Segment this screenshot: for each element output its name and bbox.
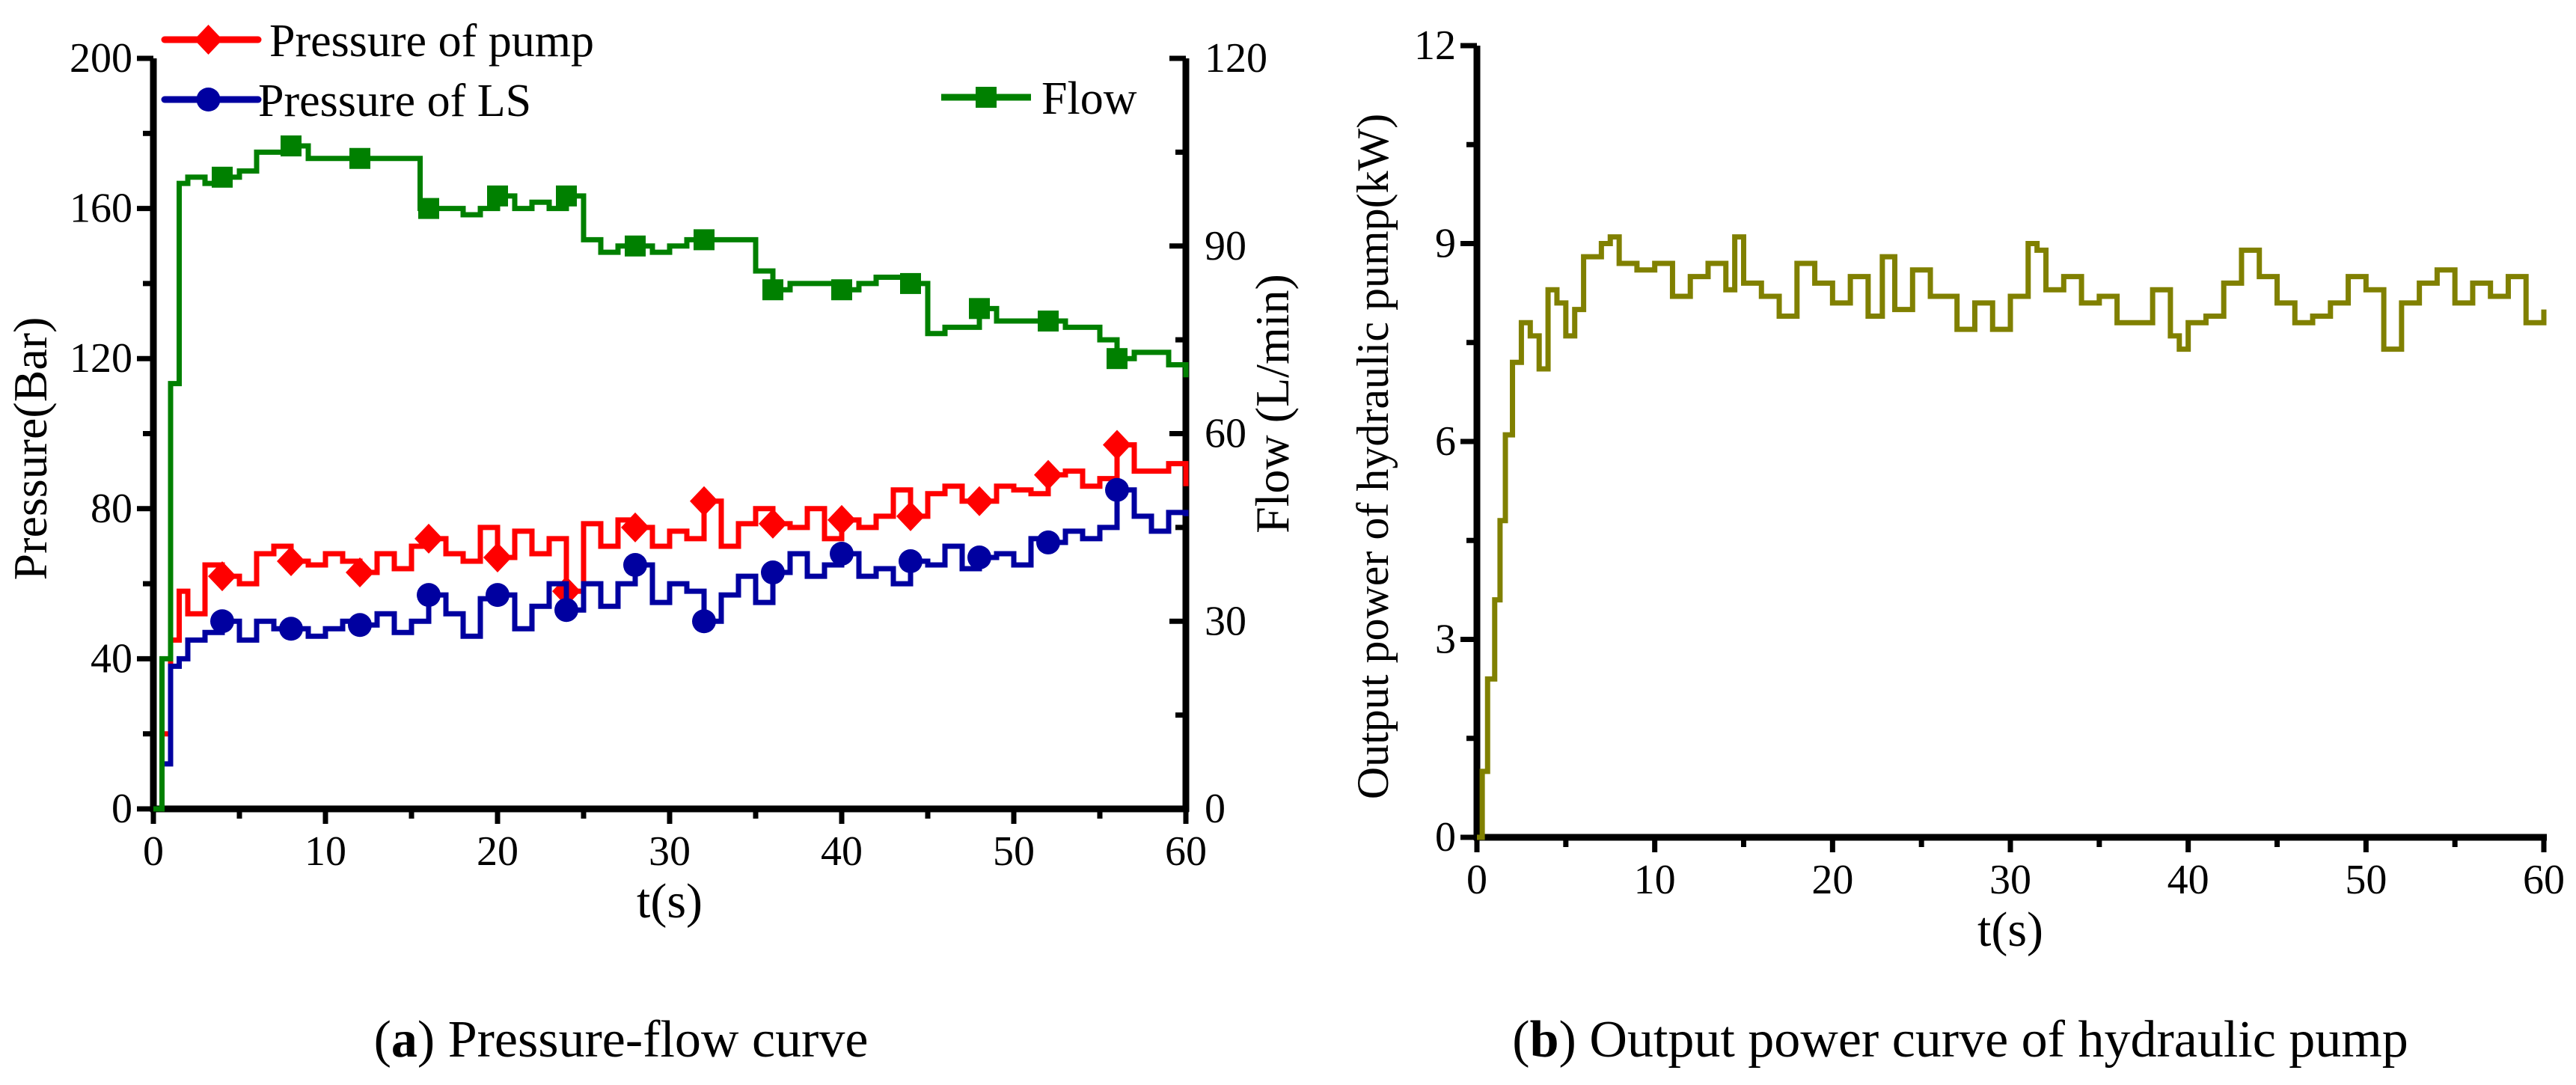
series-pressure-of-ls-marker bbox=[417, 583, 441, 608]
series-pressure-of-ls-marker bbox=[761, 560, 785, 585]
series-pressure-of-pump-marker bbox=[483, 542, 512, 572]
series-pressure-of-pump-marker bbox=[690, 486, 718, 516]
chart-a-y-tick-label: 200 bbox=[70, 35, 132, 82]
series-pressure-of-ls-marker bbox=[967, 545, 991, 569]
series-flow-marker bbox=[900, 272, 921, 294]
chart-b-x-tick-label: 50 bbox=[2345, 857, 2387, 903]
caption-a: (a) Pressure-flow curve bbox=[373, 1011, 869, 1069]
series-pressure-of-pump-marker bbox=[827, 504, 856, 535]
legend-pressure-of-ls-label: Pressure of LS bbox=[258, 76, 531, 126]
series-pressure-of-pump-marker bbox=[965, 486, 994, 516]
series-flow-marker bbox=[762, 279, 783, 301]
series-pressure-of-ls-marker bbox=[486, 583, 510, 608]
chart-b-x-tick-label: 60 bbox=[2523, 857, 2565, 903]
chart-b-x-axis-label: t(s) bbox=[1977, 902, 2043, 957]
series-pressure-of-ls-marker bbox=[554, 598, 578, 623]
chart-b-y-tick-label: 9 bbox=[1435, 221, 1456, 267]
series-pressure-of-pump-marker bbox=[896, 501, 925, 531]
series-pressure-of-pump-marker bbox=[1103, 430, 1131, 460]
series-flow-marker bbox=[625, 235, 646, 257]
chart-b-y-tick-label: 3 bbox=[1435, 617, 1456, 663]
chart-a-y2-tick-label: 0 bbox=[1205, 786, 1226, 832]
series-pressure-of-ls-marker bbox=[1105, 477, 1129, 502]
legend-pressure-of-pump-label: Pressure of pump bbox=[269, 16, 594, 67]
chart-b-y-tick-label: 12 bbox=[1414, 22, 1456, 69]
series-flow-line bbox=[153, 143, 1189, 812]
chart-a-x-tick-label: 30 bbox=[649, 828, 691, 875]
legend-pressure-of-pump-marker bbox=[194, 25, 223, 55]
chart-b-x-tick-label: 20 bbox=[1811, 857, 1853, 903]
chart-a-x-tick-label: 10 bbox=[305, 828, 346, 875]
series-pressure-of-ls-marker bbox=[1036, 530, 1060, 554]
series-pressure-of-pump-marker bbox=[414, 523, 443, 554]
chart-a-x-axis-label: t(s) bbox=[637, 874, 703, 929]
legend-pressure-of-ls-marker bbox=[196, 88, 221, 111]
series-pressure-of-ls-marker bbox=[830, 541, 854, 566]
series-flow-marker bbox=[212, 166, 233, 188]
caption-a-letter: a bbox=[391, 1011, 417, 1069]
chart-b-y-tick-label: 6 bbox=[1435, 418, 1456, 465]
series-pressure-of-ls-marker bbox=[899, 549, 923, 574]
chart-a-y2-tick-label: 60 bbox=[1205, 411, 1246, 457]
series-pressure-of-ls-marker bbox=[692, 609, 716, 634]
chart-a-y-tick-label: 40 bbox=[91, 635, 132, 682]
series-flow-marker bbox=[556, 185, 577, 207]
series-pressure-of-ls-line bbox=[153, 487, 1189, 812]
series-pressure-of-ls-marker bbox=[210, 609, 234, 634]
chart-a-y2-axis-label: Flow (L/min) bbox=[1246, 274, 1299, 534]
series-pressure-of-pump-marker bbox=[346, 557, 374, 588]
caption-b-letter: b bbox=[1529, 1011, 1559, 1069]
chart-a-y-tick-label: 0 bbox=[111, 786, 132, 832]
series-flow-marker bbox=[969, 298, 990, 320]
series-pressure-of-pump-marker bbox=[277, 546, 305, 577]
series-flow-marker bbox=[418, 198, 439, 219]
series-pressure-of-pump-marker bbox=[759, 508, 787, 539]
chart-b-x-tick-label: 30 bbox=[1989, 857, 2031, 903]
chart-a-y-tick-label: 80 bbox=[91, 486, 132, 532]
chart-a-x-tick-label: 0 bbox=[143, 828, 164, 875]
chart-a-y-tick-label: 120 bbox=[70, 335, 132, 382]
chart-a-x-tick-label: 50 bbox=[993, 828, 1035, 875]
chart-a-y-axis-label: Pressure(Bar) bbox=[4, 317, 57, 581]
series-pressure-of-pump-marker bbox=[621, 512, 649, 542]
chart-a-x-tick-label: 60 bbox=[1165, 828, 1207, 875]
chart-a-y2-tick-label: 120 bbox=[1205, 35, 1267, 82]
chart-b-x-tick-label: 0 bbox=[1466, 857, 1487, 903]
chart-b-x-tick-label: 10 bbox=[1634, 857, 1676, 903]
series-flow-marker bbox=[1107, 348, 1128, 370]
series-output-power-line bbox=[1477, 234, 2547, 840]
legend-flow-marker bbox=[976, 87, 997, 108]
series-flow-marker bbox=[349, 147, 370, 169]
chart-a-y2-tick-label: 30 bbox=[1205, 598, 1246, 644]
chart-b-y-tick-label: 0 bbox=[1435, 814, 1456, 861]
series-flow-marker bbox=[1038, 311, 1059, 332]
caption-b: (b) Output power curve of hydraulic pump bbox=[1512, 1011, 2408, 1069]
series-flow-marker bbox=[831, 279, 852, 301]
series-pressure-of-ls-marker bbox=[348, 613, 372, 638]
series-pressure-of-ls-marker bbox=[279, 617, 303, 641]
series-flow-marker bbox=[694, 229, 715, 251]
caption-a-text: Pressure-flow curve bbox=[435, 1011, 869, 1069]
series-flow-marker bbox=[281, 135, 302, 157]
chart-b-x-tick-label: 40 bbox=[2167, 857, 2209, 903]
series-flow-marker bbox=[487, 185, 508, 207]
chart-a-x-tick-label: 20 bbox=[477, 828, 518, 875]
legend-flow-label: Flow bbox=[1041, 73, 1137, 124]
series-pressure-of-pump-marker bbox=[208, 561, 236, 592]
chart-a-x-tick-label: 40 bbox=[821, 828, 863, 875]
chart-a-y-tick-label: 160 bbox=[70, 186, 132, 232]
chart-a-y2-tick-label: 90 bbox=[1205, 223, 1246, 269]
series-pressure-of-pump-marker bbox=[1034, 459, 1062, 490]
series-pressure-of-ls-marker bbox=[623, 553, 647, 578]
caption-b-text: Output power curve of hydraulic pump bbox=[1576, 1011, 2408, 1069]
chart-b-y-axis-label: Output power of hydraulic pump(kW) bbox=[1348, 114, 1398, 799]
